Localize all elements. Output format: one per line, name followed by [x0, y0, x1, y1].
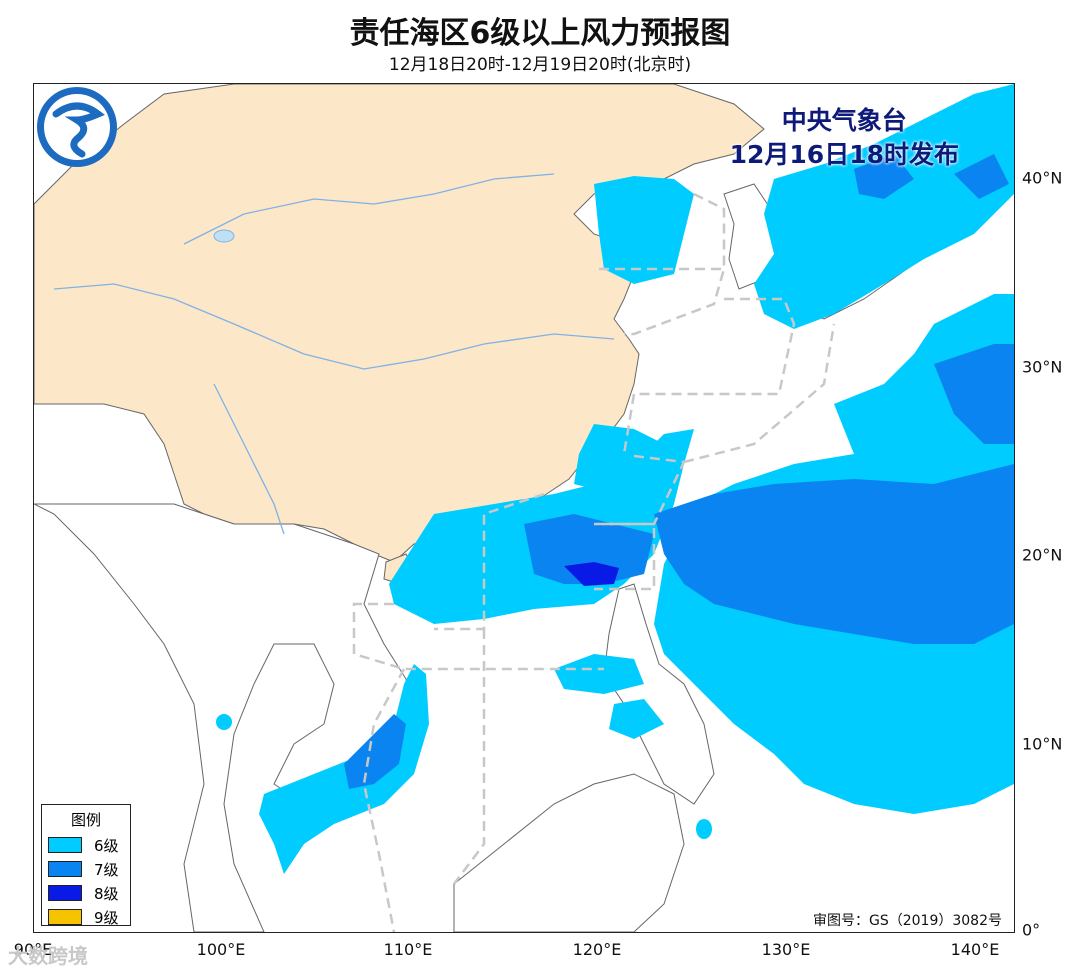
lat-tick-label: 30°N: [1022, 357, 1063, 377]
legend-label: 9级: [94, 908, 119, 927]
rivers: [53, 173, 615, 535]
lat-tick-label: 0°: [1022, 920, 1041, 940]
legend-label: 7级: [94, 860, 119, 879]
map-canvas: [34, 84, 1014, 932]
issue-time: 12月16日18时发布: [729, 140, 959, 169]
cma-logo-icon: [37, 87, 117, 167]
qinghai-lake: [213, 229, 235, 243]
lon-tick-label: 120°E: [572, 940, 622, 959]
page-title: 责任海区6级以上风力预报图: [349, 16, 731, 51]
legend: 图例 6级 7级 8级 9级: [41, 804, 131, 929]
forecast-map: 中央气象台 12月16日18时发布 图例 6级 7级 8级 9级 审图号：GS（…: [33, 83, 1015, 933]
map-approval-number: 审图号：GS（2019）3082号: [813, 910, 1002, 930]
publisher-block: 中央气象台 12月16日18时发布: [730, 104, 959, 172]
watermark: 大数跨境: [8, 944, 88, 968]
legend-swatch: [48, 861, 82, 877]
lat-tick-label: 40°N: [1022, 168, 1063, 188]
lat-tick-label: 10°N: [1022, 734, 1063, 754]
legend-label: 8级: [94, 884, 119, 903]
wind-level-7-areas: [344, 154, 1014, 789]
legend-item-level6: 6级: [48, 833, 124, 857]
forecast-period: 12月18日20时-12月19日20时(北京时): [388, 55, 692, 75]
legend-title: 图例: [70, 811, 101, 829]
lat-tick-label: 20°N: [1022, 545, 1063, 565]
publisher-name: 中央气象台: [781, 106, 907, 135]
legend-label: 6级: [94, 836, 119, 855]
legend-item-level7: 7级: [48, 857, 124, 881]
legend-swatch: [48, 837, 82, 853]
wind-level-6-areas: [216, 84, 1014, 874]
sea-zone-boundaries: [352, 192, 836, 932]
lon-tick-label: 140°E: [950, 940, 1000, 959]
lon-tick-label: 130°E: [761, 940, 811, 959]
lon-tick-label: 90°E: [13, 940, 53, 959]
legend-item-level9: 9级: [48, 905, 124, 929]
legend-item-level8: 8级: [48, 881, 124, 905]
legend-swatch: [48, 885, 82, 901]
legend-swatch: [48, 909, 82, 925]
lon-tick-label: 100°E: [196, 940, 246, 959]
borneo-outline: [453, 773, 685, 932]
lon-tick-label: 110°E: [383, 940, 433, 959]
wind-level-8-areas: [564, 562, 619, 586]
